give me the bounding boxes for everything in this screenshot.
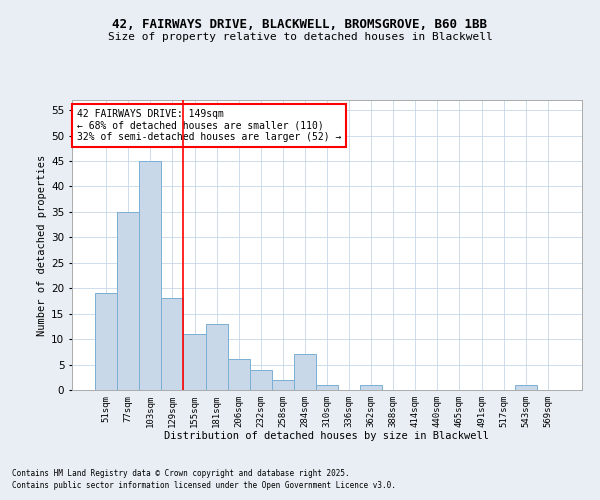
Bar — [161, 298, 184, 390]
Bar — [139, 161, 161, 390]
Bar — [206, 324, 227, 390]
X-axis label: Distribution of detached houses by size in Blackwell: Distribution of detached houses by size … — [164, 432, 490, 442]
Y-axis label: Number of detached properties: Number of detached properties — [37, 154, 47, 336]
Bar — [316, 385, 338, 390]
Bar — [294, 354, 316, 390]
Bar — [360, 385, 382, 390]
Text: Contains public sector information licensed under the Open Government Licence v3: Contains public sector information licen… — [12, 481, 396, 490]
Bar — [95, 294, 117, 390]
Bar — [117, 212, 139, 390]
Text: 42 FAIRWAYS DRIVE: 149sqm
← 68% of detached houses are smaller (110)
32% of semi: 42 FAIRWAYS DRIVE: 149sqm ← 68% of detac… — [77, 108, 341, 142]
Text: Contains HM Land Registry data © Crown copyright and database right 2025.: Contains HM Land Registry data © Crown c… — [12, 468, 350, 477]
Text: 42, FAIRWAYS DRIVE, BLACKWELL, BROMSGROVE, B60 1BB: 42, FAIRWAYS DRIVE, BLACKWELL, BROMSGROV… — [113, 18, 487, 30]
Text: Size of property relative to detached houses in Blackwell: Size of property relative to detached ho… — [107, 32, 493, 42]
Bar — [515, 385, 537, 390]
Bar — [227, 360, 250, 390]
Bar — [184, 334, 206, 390]
Bar — [250, 370, 272, 390]
Bar — [272, 380, 294, 390]
